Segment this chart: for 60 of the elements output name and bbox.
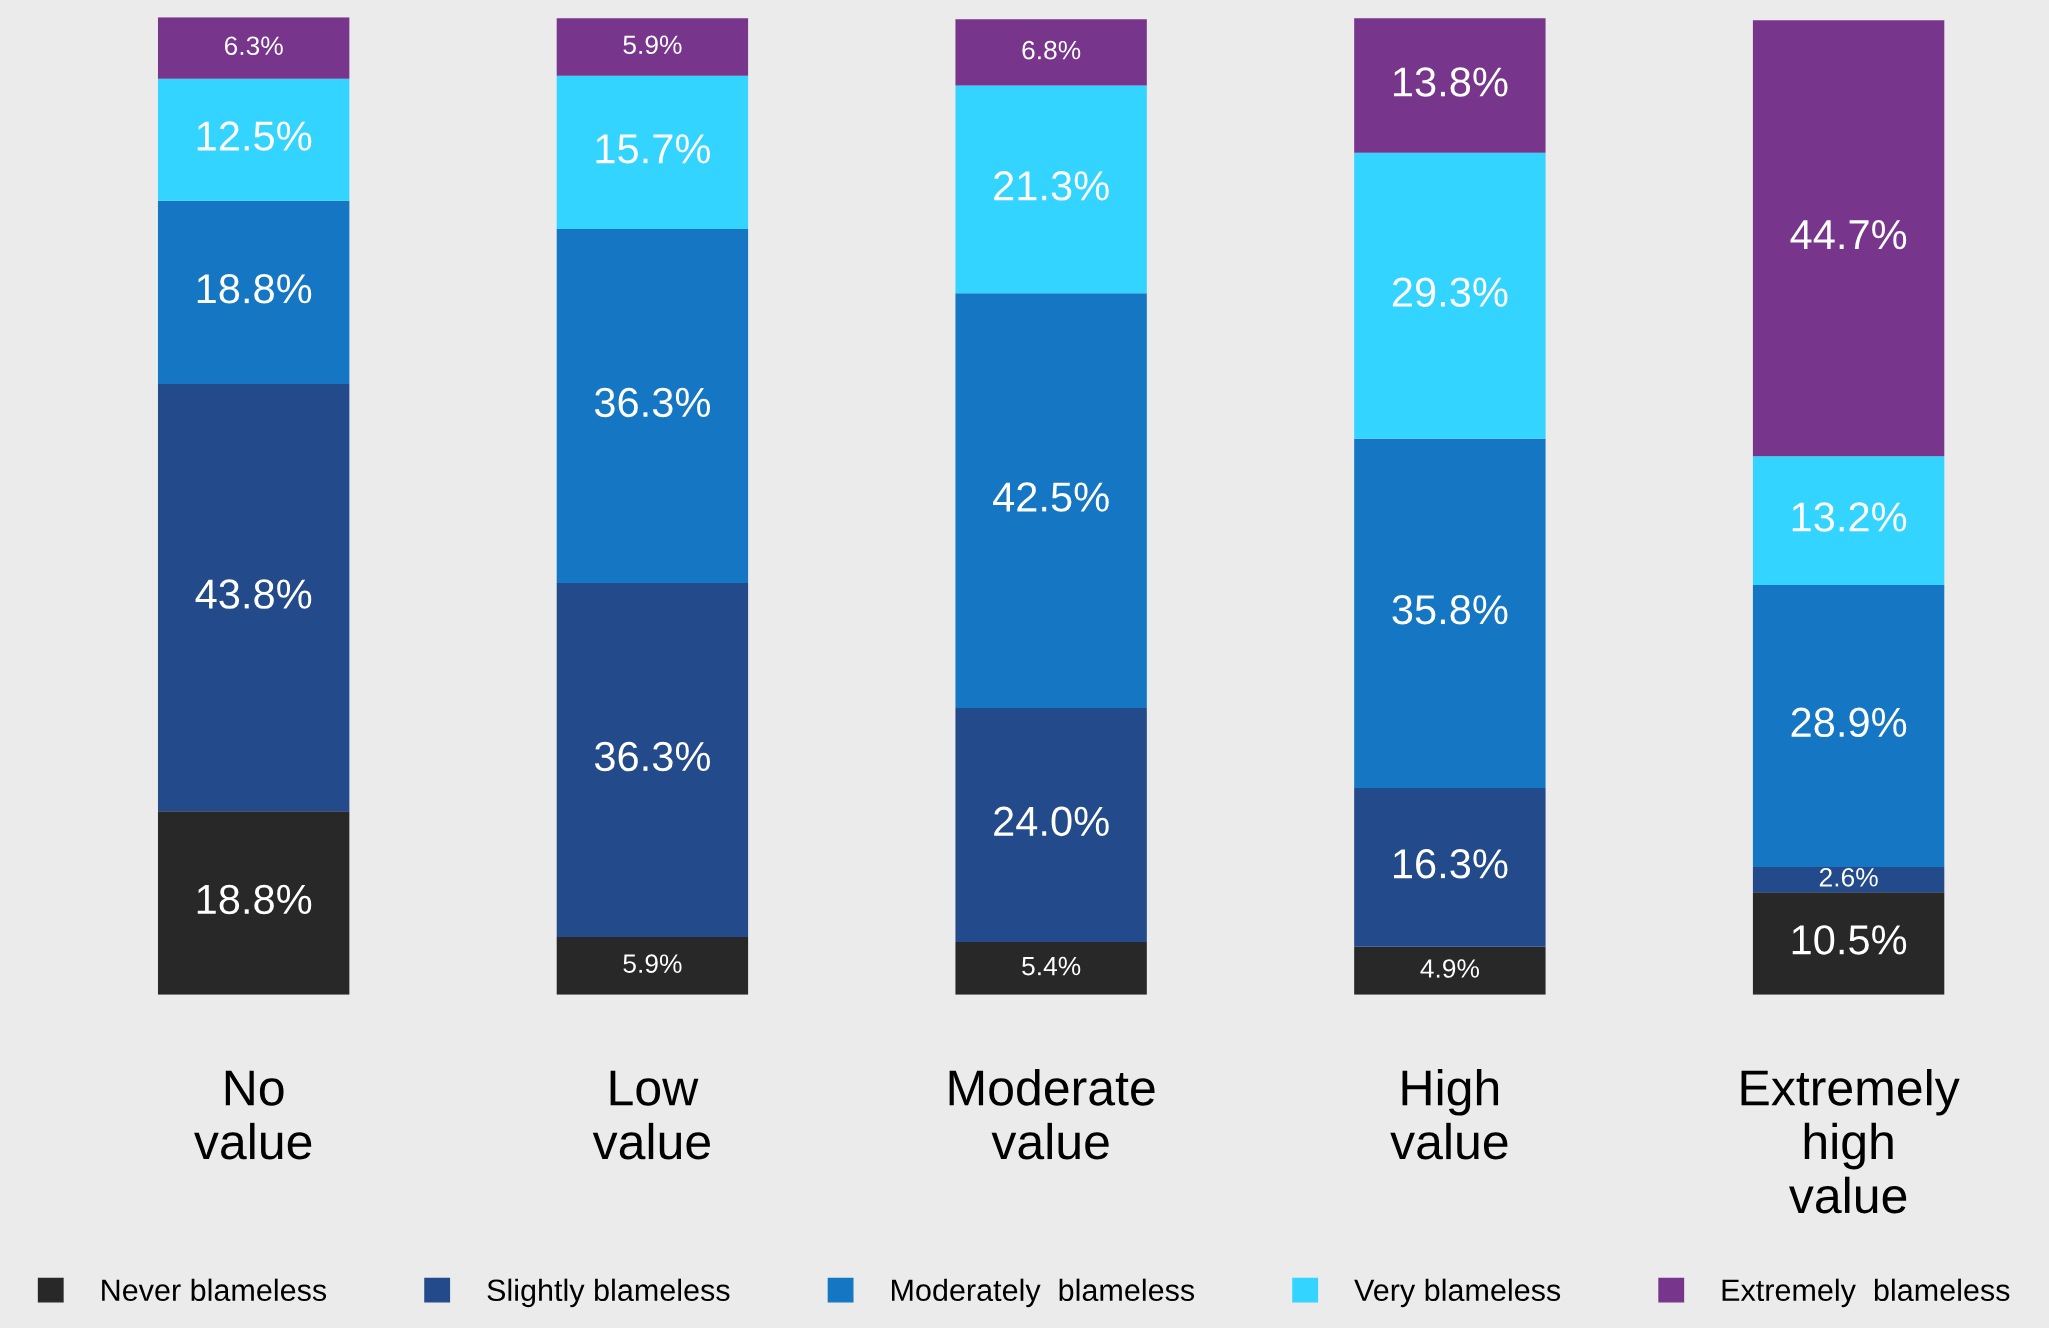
data-label: 6.3% [224, 36, 283, 56]
data-label: 36.3% [594, 387, 710, 418]
bar [955, 19, 1147, 86]
bar [955, 942, 1147, 995]
x-tick-label: High value [1390, 1068, 1508, 1160]
bar [1354, 438, 1546, 788]
data-label: 43.8% [195, 579, 312, 609]
bar [1752, 866, 1945, 893]
data-label: 2.6% [1819, 867, 1878, 887]
bar [556, 583, 749, 938]
bar [157, 811, 350, 995]
bar [556, 228, 749, 584]
data-label: 29.3% [1392, 277, 1508, 307]
data-label: 5.9% [623, 954, 682, 973]
bar [1752, 584, 1945, 867]
data-label: 5.4% [1022, 956, 1081, 976]
x-tick-label: Low value [592, 1070, 710, 1160]
data-label: 21.3% [994, 171, 1109, 201]
bar [157, 78, 350, 201]
data-label: 36.3% [594, 741, 710, 772]
data-label: 13.8% [1393, 67, 1508, 97]
x-tick-label: Moderate value [949, 1068, 1155, 1160]
legend-label: Extremely blameless [1722, 1278, 2010, 1308]
bar [955, 707, 1147, 942]
bar [1354, 18, 1546, 153]
bar [1354, 946, 1546, 995]
data-label: 4.9% [1420, 959, 1480, 978]
data-label: 13.2% [1792, 502, 1907, 532]
bar [955, 85, 1147, 294]
data-label: 35.8% [1392, 594, 1508, 625]
legend-label: Never blameless [102, 1278, 327, 1302]
data-label: 16.3% [1393, 849, 1508, 879]
bar [955, 293, 1147, 708]
data-label: 6.8% [1022, 40, 1081, 60]
bar [157, 200, 350, 385]
bar [1354, 787, 1546, 947]
data-label: 44.7% [1790, 220, 1907, 250]
data-label: 5.9% [623, 35, 682, 55]
bar [556, 75, 749, 229]
legend-label: Very blameless [1354, 1278, 1561, 1308]
legend-label: Moderately blameless [892, 1278, 1195, 1308]
x-tick-label: No value [194, 1070, 312, 1160]
data-label: 18.8% [197, 884, 312, 915]
legend-label: Slightly blameless [487, 1278, 730, 1308]
data-label: 15.7% [596, 134, 710, 164]
bar [1752, 20, 1945, 457]
bar [1752, 892, 1945, 995]
bar [157, 384, 350, 812]
bar [1752, 456, 1945, 585]
data-label: 24.0% [994, 806, 1109, 837]
bar [556, 18, 749, 76]
bar [556, 937, 749, 995]
bar [157, 17, 350, 79]
data-label: 10.5% [1792, 925, 1907, 955]
x-tick-label: Extremely high value [1741, 1068, 1960, 1214]
data-label: 28.9% [1791, 707, 1907, 738]
data-label: 42.5% [993, 482, 1109, 512]
bar [1354, 152, 1546, 439]
data-label: 12.5% [197, 121, 312, 151]
data-label: 18.8% [197, 274, 312, 304]
